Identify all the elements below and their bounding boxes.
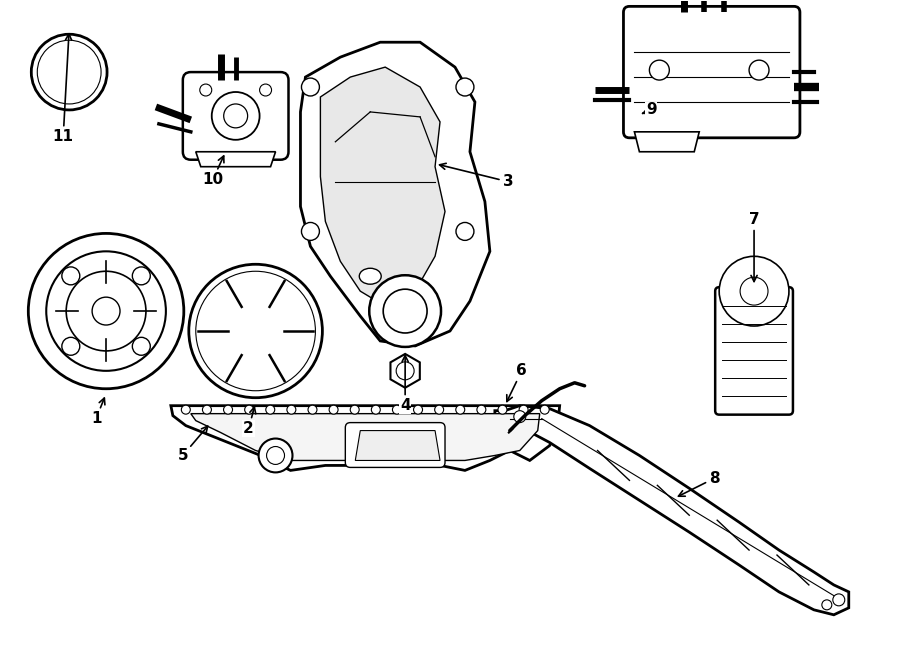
- Circle shape: [67, 271, 146, 351]
- Polygon shape: [495, 406, 849, 615]
- Polygon shape: [391, 354, 419, 388]
- Polygon shape: [320, 67, 445, 306]
- Circle shape: [514, 410, 526, 422]
- FancyBboxPatch shape: [346, 422, 445, 467]
- Circle shape: [52, 55, 86, 89]
- Circle shape: [132, 267, 150, 285]
- FancyBboxPatch shape: [183, 72, 289, 160]
- Circle shape: [43, 46, 95, 98]
- Text: 7: 7: [749, 212, 760, 282]
- Circle shape: [740, 277, 768, 305]
- Circle shape: [650, 60, 670, 80]
- Circle shape: [414, 405, 422, 414]
- Circle shape: [62, 337, 80, 355]
- Polygon shape: [301, 42, 490, 346]
- Circle shape: [92, 297, 120, 325]
- Circle shape: [223, 405, 232, 414]
- Circle shape: [822, 600, 832, 610]
- Circle shape: [202, 405, 211, 414]
- Circle shape: [477, 405, 486, 414]
- Circle shape: [200, 84, 212, 96]
- Circle shape: [230, 306, 281, 356]
- Polygon shape: [634, 132, 699, 152]
- Text: 6: 6: [507, 364, 527, 401]
- Circle shape: [258, 438, 292, 473]
- FancyBboxPatch shape: [716, 287, 793, 414]
- Circle shape: [302, 78, 319, 96]
- Circle shape: [329, 405, 338, 414]
- Circle shape: [196, 271, 315, 391]
- Circle shape: [456, 78, 474, 96]
- Circle shape: [519, 405, 528, 414]
- Circle shape: [372, 405, 381, 414]
- Circle shape: [455, 405, 464, 414]
- Circle shape: [37, 40, 101, 104]
- Circle shape: [383, 289, 427, 333]
- Circle shape: [369, 275, 441, 347]
- Circle shape: [287, 405, 296, 414]
- Circle shape: [46, 251, 166, 371]
- Circle shape: [202, 278, 309, 384]
- Circle shape: [266, 405, 274, 414]
- Circle shape: [62, 267, 80, 285]
- Polygon shape: [196, 152, 275, 167]
- Text: 8: 8: [679, 471, 719, 496]
- Polygon shape: [191, 414, 540, 461]
- Circle shape: [308, 405, 317, 414]
- Text: 9: 9: [643, 102, 657, 118]
- Circle shape: [259, 84, 272, 96]
- Circle shape: [224, 104, 248, 128]
- Circle shape: [396, 362, 414, 380]
- Circle shape: [132, 337, 150, 355]
- Text: 5: 5: [177, 426, 208, 463]
- Text: 10: 10: [202, 156, 224, 187]
- Circle shape: [302, 223, 319, 241]
- Text: 11: 11: [53, 34, 74, 144]
- Circle shape: [749, 60, 769, 80]
- Circle shape: [719, 256, 789, 326]
- FancyBboxPatch shape: [624, 7, 800, 137]
- Circle shape: [392, 405, 401, 414]
- Polygon shape: [171, 406, 560, 471]
- Ellipse shape: [359, 268, 382, 284]
- Circle shape: [245, 405, 254, 414]
- Circle shape: [498, 405, 507, 414]
- Polygon shape: [356, 430, 440, 461]
- Text: 2: 2: [243, 407, 256, 436]
- Text: 4: 4: [400, 356, 410, 413]
- Circle shape: [210, 285, 302, 377]
- Circle shape: [435, 405, 444, 414]
- Circle shape: [212, 92, 259, 140]
- Circle shape: [540, 405, 549, 414]
- Text: 1: 1: [91, 398, 105, 426]
- Text: 3: 3: [439, 163, 513, 189]
- Circle shape: [456, 223, 474, 241]
- Circle shape: [181, 405, 190, 414]
- Circle shape: [189, 264, 322, 398]
- Circle shape: [32, 34, 107, 110]
- Circle shape: [832, 594, 845, 606]
- Circle shape: [266, 447, 284, 465]
- Circle shape: [28, 233, 184, 389]
- Circle shape: [350, 405, 359, 414]
